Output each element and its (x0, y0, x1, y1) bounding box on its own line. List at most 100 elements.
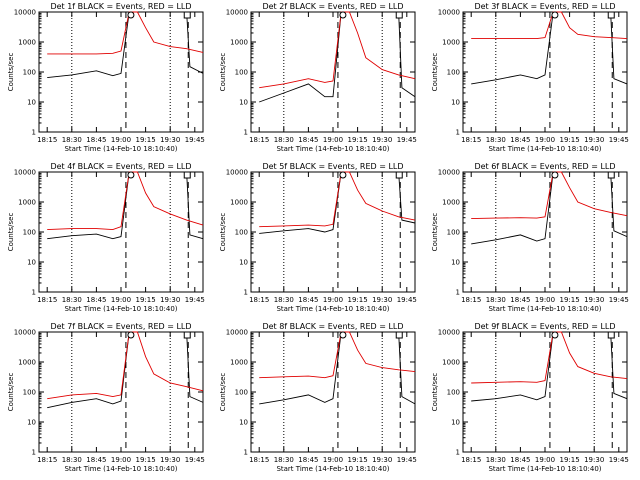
x-tick-label: 19:15 (560, 456, 580, 464)
x-axis-label: Start Time (14-Feb-10 18:10:40) (64, 305, 177, 313)
square-marker-icon (183, 11, 191, 19)
x-tick-label: 19:00 (535, 456, 555, 464)
x-tick-label: 19:15 (136, 136, 156, 144)
x-tick-label: 19:45 (609, 456, 629, 464)
chart-panel: Det 8f BLACK = Events, RED = LLD 1 10 100 10… (219, 322, 417, 473)
x-tick-label: 19:15 (136, 296, 156, 304)
y-tick-label: 1000 (230, 199, 248, 207)
chart-title: Det 6f BLACK = Events, RED = LLD (474, 162, 615, 171)
x-tick-label: 19:15 (348, 456, 368, 464)
plot-area (462, 171, 628, 293)
y-tick-label: 10 (27, 99, 36, 107)
x-axis-label: Start Time (14-Feb-10 18:10:40) (64, 465, 177, 473)
y-tick-label: 100 (235, 389, 248, 397)
y-tick-label: 1 (244, 449, 248, 457)
y-tick-label: 10000 (438, 169, 460, 177)
x-tick-label: 18:30 (274, 296, 294, 304)
x-tick-label: 18:45 (298, 296, 318, 304)
x-tick-label: 19:45 (185, 456, 205, 464)
y-tick-label: 1000 (18, 199, 36, 207)
circle-marker-icon (551, 11, 559, 19)
y-tick-label: 10 (27, 259, 36, 267)
square-marker-icon (395, 11, 403, 19)
x-tick-label: 18:30 (62, 296, 82, 304)
x-tick-label: 18:15 (461, 456, 481, 464)
x-tick-label: 19:30 (372, 296, 392, 304)
square-marker-icon (183, 331, 191, 339)
y-axis-label: Counts/sec (7, 213, 15, 252)
chart-title: Det 5f BLACK = Events, RED = LLD (262, 162, 403, 171)
x-tick-label: 19:30 (372, 456, 392, 464)
lld-series-line (47, 11, 204, 55)
lld-series-line (259, 11, 416, 89)
y-tick-label: 1000 (18, 359, 36, 367)
y-axis-label: Counts/sec (431, 213, 439, 252)
lld-series-line (47, 331, 204, 400)
x-tick-label: 19:00 (323, 296, 343, 304)
y-axis-label: Counts/sec (7, 373, 15, 412)
x-tick-label: 18:15 (461, 136, 481, 144)
y-tick-label: 1000 (442, 359, 460, 367)
lld-series-line (259, 331, 416, 379)
chart-title: Det 4f BLACK = Events, RED = LLD (50, 162, 191, 171)
x-tick-label: 19:45 (609, 136, 629, 144)
chart-title: Det 8f BLACK = Events, RED = LLD (262, 322, 403, 331)
x-axis-label: Start Time (14-Feb-10 18:10:40) (488, 145, 601, 153)
y-tick-label: 1 (456, 289, 460, 297)
y-tick-label: 1 (456, 449, 460, 457)
y-axis-label: Counts/sec (219, 53, 227, 92)
chart-panel: Det 4f BLACK = Events, RED = LLD 1 10 100 10… (7, 162, 205, 313)
x-tick-label: 19:00 (111, 456, 131, 464)
chart-title: Det 9f BLACK = Events, RED = LLD (474, 322, 615, 331)
events-series-line (259, 11, 416, 103)
events-series-line (47, 331, 204, 409)
y-tick-label: 10000 (438, 9, 460, 17)
x-axis-label: Start Time (14-Feb-10 18:10:40) (276, 145, 389, 153)
x-tick-label: 19:30 (372, 136, 392, 144)
x-axis-label: Start Time (14-Feb-10 18:10:40) (64, 145, 177, 153)
y-tick-label: 100 (447, 69, 460, 77)
y-tick-label: 10 (239, 259, 248, 267)
y-tick-label: 10 (27, 419, 36, 427)
x-tick-label: 19:30 (584, 136, 604, 144)
x-tick-label: 18:30 (274, 136, 294, 144)
chart-panel: Det 1f BLACK = Events, RED = LLD 1 10 100 10… (7, 2, 205, 153)
events-series-line (259, 171, 416, 234)
y-tick-label: 1000 (442, 39, 460, 47)
y-tick-label: 10000 (438, 329, 460, 337)
chart-panel: Det 7f BLACK = Events, RED = LLD 1 10 100 10… (7, 322, 205, 473)
plot-area (250, 331, 416, 453)
y-tick-label: 10000 (14, 169, 36, 177)
events-series-line (47, 11, 204, 79)
x-tick-label: 18:45 (86, 296, 106, 304)
square-marker-icon (395, 331, 403, 339)
circle-marker-icon (339, 171, 347, 179)
y-tick-label: 10000 (14, 329, 36, 337)
y-axis-label: Counts/sec (7, 53, 15, 92)
plot-area (462, 331, 628, 453)
circle-marker-icon (551, 331, 559, 339)
x-tick-label: 18:30 (274, 456, 294, 464)
chart-panel: Det 6f BLACK = Events, RED = LLD 1 10 100 10… (431, 162, 629, 313)
x-tick-label: 19:00 (111, 136, 131, 144)
x-tick-label: 18:30 (486, 456, 506, 464)
x-tick-label: 19:15 (560, 136, 580, 144)
x-tick-label: 18:15 (37, 136, 57, 144)
lld-series-line (259, 171, 416, 228)
square-marker-icon (607, 11, 615, 19)
chart-panel: Det 2f BLACK = Events, RED = LLD 1 10 100 10… (219, 2, 417, 153)
x-tick-label: 18:30 (62, 136, 82, 144)
x-axis-label: Start Time (14-Feb-10 18:10:40) (488, 305, 601, 313)
lld-series-line (471, 11, 628, 40)
circle-marker-icon (127, 11, 135, 19)
x-tick-label: 18:15 (37, 296, 57, 304)
x-tick-label: 18:45 (86, 456, 106, 464)
events-series-line (471, 11, 628, 85)
y-tick-label: 100 (23, 229, 36, 237)
x-tick-label: 18:15 (461, 296, 481, 304)
y-tick-label: 100 (235, 229, 248, 237)
y-tick-label: 100 (23, 389, 36, 397)
x-tick-label: 19:15 (560, 296, 580, 304)
y-tick-label: 10 (239, 99, 248, 107)
x-tick-label: 18:15 (249, 296, 269, 304)
